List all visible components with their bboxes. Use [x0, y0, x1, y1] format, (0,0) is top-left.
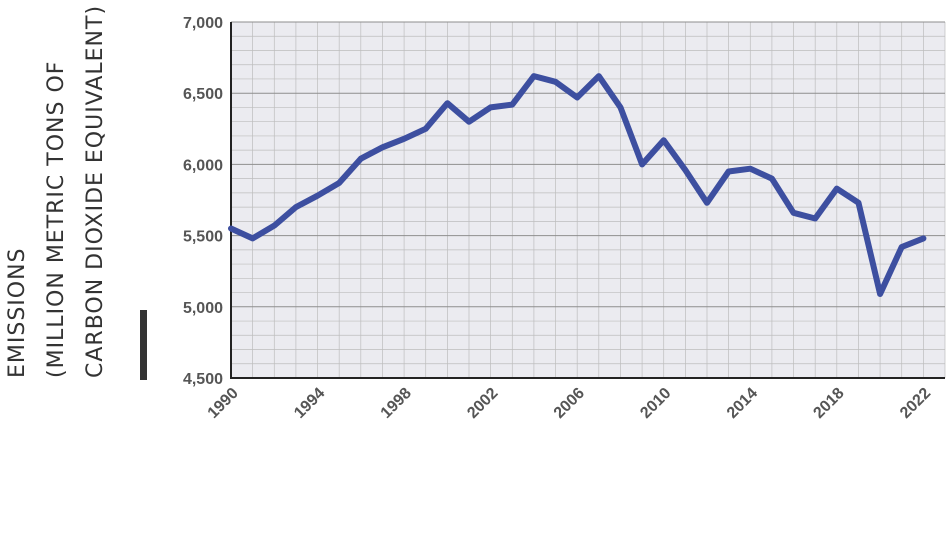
y-tick-label: 5,500 — [183, 229, 223, 246]
y-tick-label: 6,500 — [183, 86, 223, 103]
x-tick-label: 1994 — [291, 385, 328, 422]
data-point — [726, 169, 732, 175]
y-axis-label-line: CARBON DIOXIDE EQUIVALENT) — [83, 5, 108, 378]
data-point — [791, 210, 797, 216]
data-point — [531, 73, 537, 79]
data-point — [899, 244, 905, 250]
x-tick-label: 2022 — [897, 385, 934, 422]
x-tick-label: 2002 — [464, 385, 501, 422]
x-tick-label: 2014 — [724, 385, 761, 422]
plot-area — [231, 22, 945, 378]
y-tick-label: 7,000 — [183, 15, 223, 32]
data-point — [639, 161, 645, 167]
data-point — [250, 235, 256, 241]
data-point — [682, 167, 688, 173]
vertical-gridlines — [230, 22, 946, 378]
data-point — [574, 94, 580, 100]
y-axis-tick-labels: 4,500 5,000 5,500 6,000 6,500 7,000 — [183, 15, 223, 388]
data-point — [228, 225, 234, 231]
x-tick-label: 2010 — [637, 385, 674, 422]
y-axis-label-line: EMISSIONS — [5, 247, 30, 378]
data-point — [617, 104, 623, 110]
data-point — [488, 104, 494, 110]
data-point — [466, 119, 472, 125]
data-point — [336, 180, 342, 186]
data-point — [769, 176, 775, 182]
data-point — [834, 186, 840, 192]
x-tick-label: 2006 — [551, 385, 588, 422]
y-tick-label: 6,000 — [183, 157, 223, 174]
data-point — [271, 223, 277, 229]
data-point — [704, 200, 710, 206]
y-axis-label: EMISSIONS (MILLION METRIC TONS OF CARBON D… — [5, 5, 108, 378]
data-point — [812, 216, 818, 222]
emissions-series-line — [228, 73, 927, 297]
data-point — [358, 156, 364, 162]
data-point — [293, 204, 299, 210]
data-point — [401, 136, 407, 142]
y-tick-label: 4,500 — [183, 371, 223, 388]
x-tick-label: 2018 — [810, 385, 847, 422]
x-tick-label: 1998 — [378, 385, 415, 422]
y-tick-label: 5,000 — [183, 300, 223, 317]
y-axis-label-line: (MILLION METRIC TONS OF — [44, 61, 69, 378]
data-point — [509, 102, 515, 108]
x-axis-tick-labels: 1990 1994 1998 2002 2006 2010 2014 2018 2022 — [205, 385, 935, 422]
data-point — [553, 79, 559, 85]
data-point — [877, 291, 883, 297]
data-point — [596, 73, 602, 79]
x-tick-label: 1990 — [205, 385, 242, 422]
data-point — [423, 126, 429, 132]
data-point — [444, 100, 450, 106]
data-point — [855, 200, 861, 206]
data-point — [661, 137, 667, 143]
data-point — [747, 166, 753, 172]
data-point — [315, 193, 321, 199]
data-point — [379, 144, 385, 150]
data-point — [920, 235, 926, 241]
y-axis-label-accent-bar — [140, 310, 147, 380]
